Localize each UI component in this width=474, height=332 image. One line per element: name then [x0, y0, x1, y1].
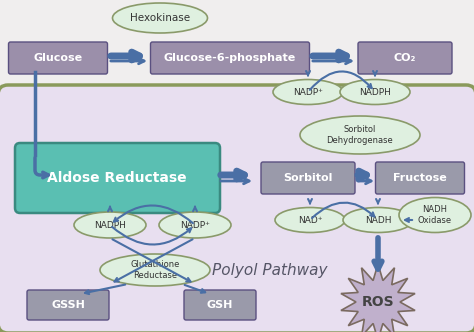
Text: CO₂: CO₂ — [394, 53, 416, 63]
Text: NADH: NADH — [365, 215, 391, 224]
Ellipse shape — [74, 212, 146, 238]
Text: NADPH: NADPH — [359, 88, 391, 97]
Ellipse shape — [159, 212, 231, 238]
Ellipse shape — [273, 79, 343, 105]
Ellipse shape — [275, 208, 345, 232]
Text: ROS: ROS — [362, 295, 394, 309]
Text: Hexokinase: Hexokinase — [130, 13, 190, 23]
FancyBboxPatch shape — [358, 42, 452, 74]
FancyBboxPatch shape — [184, 290, 256, 320]
Text: Polyol Pathway: Polyol Pathway — [212, 263, 328, 278]
Text: NADPH: NADPH — [94, 220, 126, 229]
Text: NADH
Oxidase: NADH Oxidase — [418, 205, 452, 225]
FancyBboxPatch shape — [375, 162, 465, 194]
FancyBboxPatch shape — [151, 42, 310, 74]
Text: Aldose Reductase: Aldose Reductase — [47, 171, 187, 185]
FancyBboxPatch shape — [27, 290, 109, 320]
FancyBboxPatch shape — [9, 42, 108, 74]
FancyBboxPatch shape — [0, 85, 474, 332]
Ellipse shape — [340, 79, 410, 105]
Ellipse shape — [399, 198, 471, 232]
Text: GSSH: GSSH — [51, 300, 85, 310]
Text: NADP⁺: NADP⁺ — [293, 88, 323, 97]
Text: NAD⁺: NAD⁺ — [298, 215, 322, 224]
Ellipse shape — [112, 3, 208, 33]
Text: Glucose-6-phosphate: Glucose-6-phosphate — [164, 53, 296, 63]
Text: Glucose: Glucose — [34, 53, 82, 63]
FancyBboxPatch shape — [15, 143, 220, 213]
Ellipse shape — [300, 116, 420, 154]
Text: GSH: GSH — [207, 300, 233, 310]
FancyBboxPatch shape — [261, 162, 355, 194]
Ellipse shape — [100, 254, 210, 286]
Text: Glutathione
Reductase: Glutathione Reductase — [130, 260, 180, 280]
Text: Sorbitol
Dehydrogenase: Sorbitol Dehydrogenase — [327, 125, 393, 145]
Text: NADP⁺: NADP⁺ — [180, 220, 210, 229]
Ellipse shape — [343, 208, 413, 232]
Text: Sorbitol: Sorbitol — [283, 173, 333, 183]
Text: Fructose: Fructose — [393, 173, 447, 183]
Polygon shape — [341, 264, 415, 332]
